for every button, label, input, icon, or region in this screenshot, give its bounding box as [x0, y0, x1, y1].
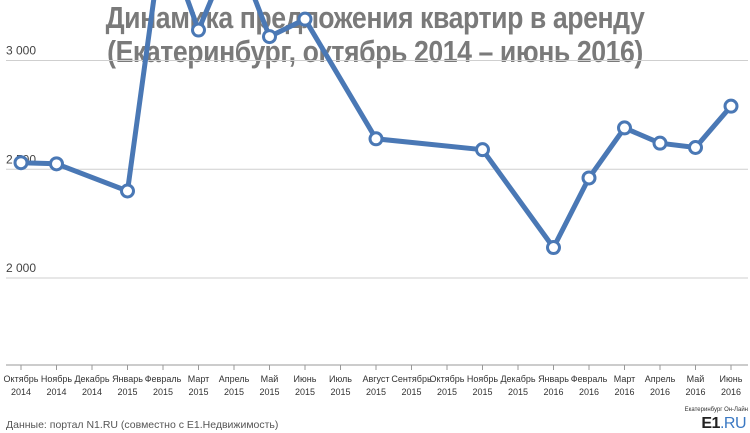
data-point: [617, 120, 632, 136]
x-tick-year: 2015: [508, 387, 528, 397]
x-tick-month: Июль: [329, 374, 352, 384]
x-tick-year: 2015: [188, 387, 208, 397]
x-tick-month: Июнь: [294, 374, 317, 384]
x-tick-month: Май: [687, 374, 705, 384]
data-point: [581, 170, 597, 186]
x-tick-month: Декабрь: [500, 374, 535, 384]
x-tick-year: 2015: [259, 387, 279, 397]
logo-tagline: Екатеринбург Он-Лайн: [684, 407, 748, 413]
x-tick-month: Октябрь: [4, 374, 39, 384]
y-tick-label: 3 000: [6, 44, 36, 58]
data-point: [297, 11, 313, 27]
x-tick-month: Январь: [112, 374, 143, 384]
x-tick-month: Январь: [538, 374, 569, 384]
data-point: [475, 142, 490, 158]
x-tick-month: Апрель: [219, 374, 250, 384]
series-line: [18, 0, 734, 251]
x-tick-year: 2015: [437, 387, 457, 397]
x-tick-month: Март: [188, 374, 210, 384]
x-tick-year: 2015: [401, 387, 421, 397]
logo-brand: E1: [701, 415, 720, 432]
x-tick-year: 2014: [46, 387, 66, 397]
x-tick-year: 2015: [366, 387, 386, 397]
x-tick-year: 2015: [472, 387, 492, 397]
y-tick-label: 2 000: [6, 261, 36, 275]
x-tick-year: 2014: [11, 387, 31, 397]
data-point: [49, 156, 64, 172]
x-tick-month: Июнь: [720, 374, 743, 384]
data-point: [120, 183, 135, 199]
data-point: [723, 98, 739, 114]
x-tick-month: Февраль: [145, 374, 182, 384]
x-tick-year: 2016: [579, 387, 599, 397]
logo-wordmark: E1.RU: [701, 415, 746, 433]
x-tick-year: 2016: [721, 387, 741, 397]
x-tick-year: 2016: [614, 387, 634, 397]
x-tick-year: 2016: [543, 387, 563, 397]
source-note: Данные: портал N1.RU (совместно с Е1.Нед…: [6, 419, 279, 431]
x-tick-year: 2016: [650, 387, 670, 397]
x-tick-year: 2015: [224, 387, 244, 397]
x-tick-month: Август: [362, 374, 389, 384]
data-point: [652, 135, 668, 151]
data-point: [262, 29, 277, 45]
x-tick-year: 2015: [330, 387, 350, 397]
x-tick-month: Сентябрь: [391, 374, 432, 384]
x-tick-month: Май: [261, 374, 279, 384]
x-tick-month: Ноябрь: [467, 374, 499, 384]
x-tick-year: 2014: [82, 387, 102, 397]
x-tick-month: Февраль: [571, 374, 608, 384]
logo-domain: .RU: [719, 415, 747, 432]
x-tick-month: Март: [614, 374, 636, 384]
e1-logo: Екатеринбург Он-Лайн E1.RU: [676, 407, 748, 433]
data-point: [13, 155, 29, 171]
data-point: [191, 22, 206, 38]
x-tick-month: Ноябрь: [41, 374, 73, 384]
x-tick-year: 2015: [153, 387, 173, 397]
data-point: [688, 140, 703, 155]
x-tick-month: Декабрь: [74, 374, 109, 384]
data-point: [368, 131, 384, 147]
x-tick-year: 2015: [295, 387, 315, 397]
chart-subtitle: (Екатеринбург, октябрь 2014 – июнь 2016): [107, 34, 643, 69]
x-tick-year: 2015: [117, 387, 137, 397]
x-tick-month: Октябрь: [430, 374, 465, 384]
x-tick-month: Апрель: [645, 374, 676, 384]
data-point: [546, 240, 561, 256]
x-tick-year: 2016: [685, 387, 705, 397]
